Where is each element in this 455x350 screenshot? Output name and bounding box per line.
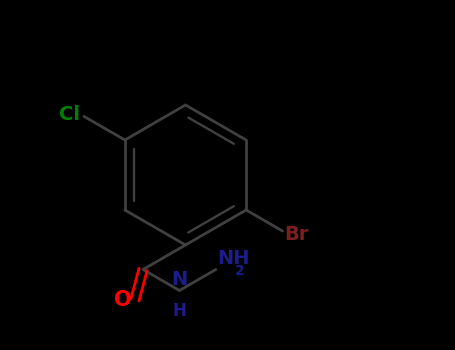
- Text: O: O: [114, 290, 131, 310]
- Text: H: H: [172, 302, 187, 320]
- Text: Cl: Cl: [60, 105, 81, 124]
- Text: 2: 2: [235, 264, 245, 278]
- Text: N: N: [172, 270, 187, 289]
- Text: Br: Br: [284, 225, 308, 244]
- Text: NH: NH: [217, 249, 250, 268]
